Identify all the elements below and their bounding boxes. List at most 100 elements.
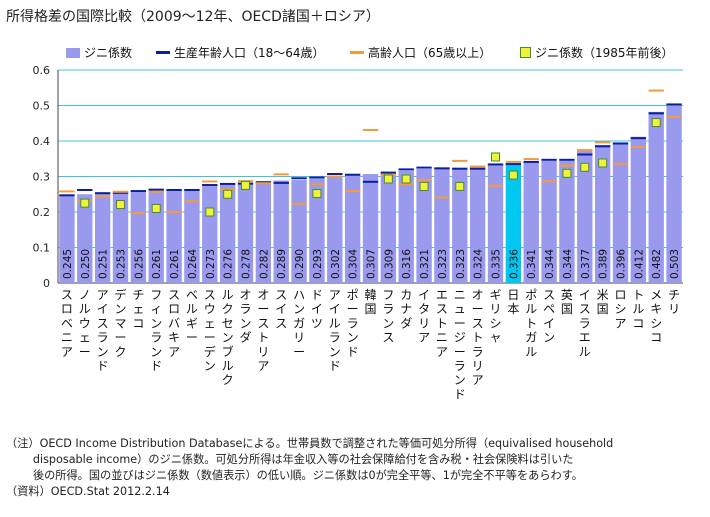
bar-value-label: 0.341 [526, 249, 538, 279]
source-line: （資料）OECD.Stat 2012.2.14 [6, 485, 170, 498]
bar [362, 174, 379, 283]
bar-value-label: 0.282 [258, 249, 270, 279]
x-tick-label: ポーランド [347, 288, 359, 359]
bar-value-label: 0.261 [169, 249, 181, 279]
bar [505, 163, 522, 283]
y-tick-label: 0.1 [33, 242, 51, 255]
marker-1985 [383, 174, 393, 184]
x-tick-label: アイルランド [329, 288, 341, 373]
bar [380, 173, 397, 283]
y-tick-label: 0.3 [33, 171, 51, 184]
legend-item-elderly: 高齢人口（65歳以上） [350, 44, 491, 61]
x-tick-label: 米国 [597, 288, 609, 316]
marker-1985 [80, 198, 90, 208]
legend-label-1985: ジニ係数（1985年前後） [535, 46, 674, 60]
x-tick-label: ニュージーランド [454, 288, 466, 401]
x-tick-label: フィンランド [150, 288, 162, 373]
bar-value-label: 0.323 [455, 249, 467, 279]
bar-value-label: 0.273 [205, 249, 217, 279]
x-tick-label: カナダ [400, 288, 412, 330]
x-tick-label: フランス [382, 288, 394, 345]
bar-value-label: 0.256 [133, 249, 145, 279]
marker-1985 [223, 189, 233, 199]
gini-chart: 0 0.1 0.2 0.3 0.4 0.5 0.6 0.245 スロベニア 0.250 ノルウェー 0… [33, 64, 683, 401]
y-tick-label: 0.6 [33, 64, 51, 77]
legend-item-working-age: 生産年齢人口（18～64歳） [156, 44, 325, 61]
legend-label-elderly: 高齢人口（65歳以上） [368, 46, 492, 60]
bar [77, 194, 93, 283]
bar [309, 178, 325, 283]
note-line-2: disposable income）のジニ係数。可処分所得は年金収入等の社会保障… [32, 453, 574, 466]
bar-value-label: 0.324 [473, 249, 485, 279]
bar-value-label: 0.336 [508, 249, 520, 279]
bar [184, 189, 200, 283]
bar [327, 175, 343, 283]
bar-value-label: 0.307 [366, 249, 378, 279]
bar-value-label: 0.316 [401, 249, 413, 279]
x-tick-label: ベルギー [186, 288, 198, 345]
bar [166, 190, 182, 283]
bar-value-label: 0.412 [633, 249, 645, 279]
bar-value-label: 0.344 [544, 249, 556, 279]
marker-1985 [508, 170, 518, 180]
bar [469, 167, 486, 283]
x-tick-label: イタリア [418, 288, 430, 345]
y-tick-label: 0.5 [33, 100, 51, 113]
legend: ジニ係数 生産年齢人口（18～64歳） 高齢人口（65歳以上） ジニ係数（198… [58, 44, 698, 62]
x-tick-label: ノルウェー [79, 288, 91, 359]
legend-item-gini: ジニ係数 [66, 44, 132, 61]
bar-value-label: 0.276 [223, 249, 235, 279]
x-tick-label: メキシコ [650, 288, 662, 345]
legend-label-working: 生産年齢人口（18～64歳） [174, 46, 325, 60]
bar [130, 192, 147, 283]
bar [237, 184, 254, 283]
bar [273, 180, 289, 283]
marker-1985 [205, 207, 215, 217]
bar [344, 175, 361, 283]
bar [666, 104, 682, 283]
x-tick-label: ルクセンブルク [222, 288, 234, 387]
bar-value-label: 0.482 [651, 249, 663, 279]
x-tick-label: オーストリア [257, 288, 269, 373]
x-tick-label: ロシア [614, 288, 626, 330]
x-tick-label: オランダ [239, 288, 251, 345]
x-tick-label: イスラエル [579, 288, 591, 359]
bar [219, 185, 236, 283]
legend-swatch-1985 [520, 47, 531, 58]
bar [630, 136, 647, 283]
bar-value-label: 0.250 [80, 249, 92, 279]
note-line-1: （注）OECD Income Distribution Databaseによる。… [6, 437, 614, 450]
marker-1985 [491, 152, 500, 162]
x-tick-label: 日本 [507, 288, 519, 316]
marker-1985 [562, 168, 572, 178]
x-tick-label: スロベニア [61, 288, 73, 359]
bar-value-label: 0.253 [116, 249, 128, 279]
marker-1985 [241, 180, 250, 190]
bar-value-label: 0.245 [62, 249, 74, 279]
x-tick-label: スロバキア [168, 288, 180, 359]
legend-swatch-bar [66, 47, 80, 58]
y-tick-label: 0.4 [33, 135, 51, 148]
bar [112, 193, 129, 283]
x-tick-label: ハンガリー [293, 288, 305, 359]
legend-swatch-working [156, 51, 170, 54]
x-tick-label: トルコ [632, 288, 644, 330]
x-tick-label: スウェーデン [204, 288, 216, 373]
x-tick-label: チェコ [132, 288, 144, 330]
bar [416, 169, 432, 283]
legend-label-gini: ジニ係数 [84, 46, 133, 60]
marker-1985 [116, 200, 125, 210]
bar-value-label: 0.264 [187, 249, 199, 279]
bar-value-label: 0.396 [616, 249, 628, 279]
x-tick-label: スペイン [543, 288, 555, 345]
marker-1985 [580, 162, 590, 172]
bar-value-label: 0.321 [419, 249, 431, 279]
bar-value-label: 0.278 [241, 249, 253, 279]
legend-item-1985: ジニ係数（1985年前後） [520, 44, 674, 61]
x-tick-label: エストニア [436, 288, 448, 359]
bar [612, 142, 629, 283]
x-tick-label: ギリシャ [489, 288, 501, 345]
bar-value-label: 0.251 [98, 249, 110, 279]
legend-swatch-elderly [350, 51, 364, 54]
x-tick-label: 英国 [561, 288, 573, 316]
